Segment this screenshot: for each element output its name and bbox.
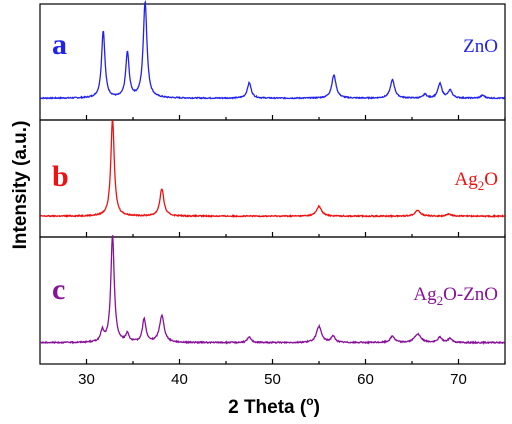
y-axis-title: Intensity (a.u.) (10, 121, 31, 250)
sample-label-main-c: Ag (413, 284, 437, 305)
sample-label-main-b: Ag (455, 169, 479, 190)
x-axis-title: 2 Theta (o) (228, 394, 320, 418)
sample-label-rest-b: O (484, 169, 498, 190)
x-tick-label-70: 70 (450, 371, 467, 388)
panel-c: c Ag2O-ZnO (39, 235, 506, 365)
sample-label-c: Ag2O-ZnO (413, 284, 498, 308)
panel-letter-a: a (52, 28, 67, 61)
x-tick-label-40: 40 (171, 371, 188, 388)
x-axis-title-suffix: ) (314, 397, 320, 418)
x-axis-title-degree: o (306, 394, 313, 408)
series-line-b (39, 119, 506, 219)
x-tick-label-60: 60 (357, 371, 374, 388)
sample-label-a: ZnO (463, 36, 498, 57)
panel-letter-b: b (52, 160, 69, 193)
sample-label-rest-c: O-ZnO (443, 284, 498, 305)
series-line-c (39, 235, 506, 345)
sample-label-sub-b: 2 (478, 178, 485, 193)
x-tick-label-30: 30 (78, 371, 95, 388)
panel-frame-a (39, 3, 506, 121)
x-ticks-group: 30 40 50 60 70 (78, 371, 467, 388)
panel-letter-c: c (52, 273, 65, 306)
sample-label-sub-c: 2 (437, 293, 444, 308)
x-axis-title-prefix: 2 Theta ( (228, 397, 307, 418)
series-line-a (40, 0, 506, 100)
panel-b: b Ag2O (39, 119, 506, 238)
sample-label-b: Ag2O (455, 169, 498, 193)
x-tick-label-50: 50 (264, 371, 281, 388)
panel-a: a ZnO (39, 0, 506, 121)
